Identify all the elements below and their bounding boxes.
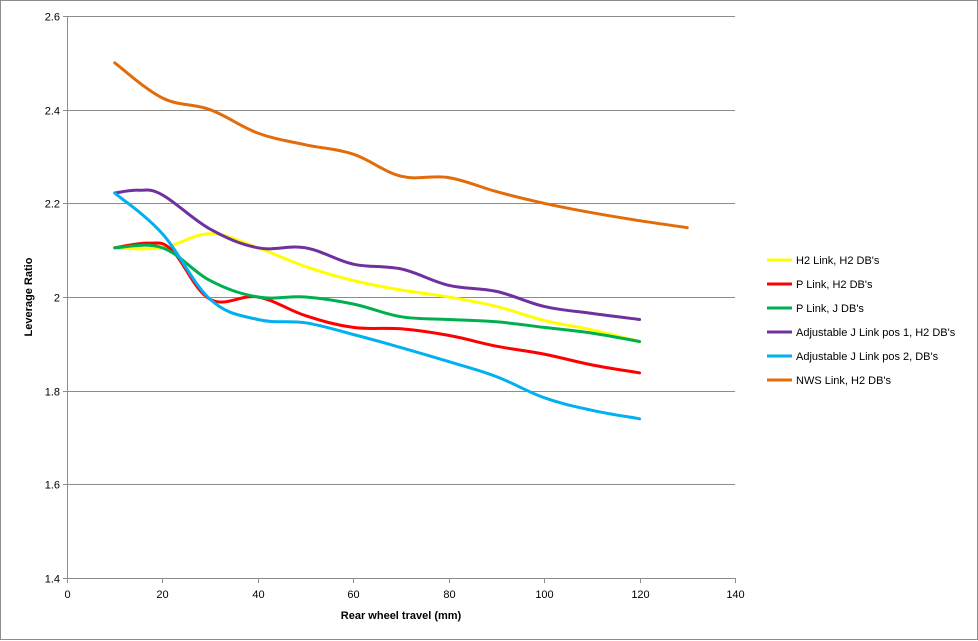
legend-label: NWS Link, H2 DB's: [796, 375, 892, 387]
axes: 1.4 1.6 1.8 2 2.2 2.4 2.6 0 20 40 60 80 100 120 140: [45, 12, 745, 602]
y-axis-title: Leverage Ratio: [23, 257, 35, 336]
x-tick-label: 100: [535, 589, 553, 601]
series-line-nws-link-h2-db-s: [113, 61, 689, 230]
y-tick-label: 1.6: [45, 480, 60, 492]
gridlines: [67, 16, 735, 485]
y-tick-label: 2.6: [45, 12, 60, 24]
x-tick-label: 0: [64, 589, 70, 601]
legend-label: P Link, H2 DB's: [796, 279, 873, 291]
legend-label: Adjustable J Link pos 2, DB's: [796, 351, 939, 363]
legend-label: H2 Link, H2 DB's: [796, 255, 880, 267]
x-tick-label: 140: [726, 589, 744, 601]
series-line-adjustable-j-link-pos-2-db-s: [113, 191, 642, 421]
series-line-adjustable-j-link-pos-1-h2-db-s: [113, 188, 642, 321]
legend: H2 Link, H2 DB's P Link, H2 DB's P Link, J…: [767, 255, 956, 387]
x-tick-label: 80: [443, 589, 455, 601]
x-tick-label: 20: [156, 589, 168, 601]
legend-label: Adjustable J Link pos 1, H2 DB's: [796, 327, 956, 339]
y-tick-label: 2: [54, 293, 60, 305]
series-line-p-link-j-db-s: [113, 243, 642, 343]
x-tick-label: 60: [347, 589, 359, 601]
series-line-h2-link-h2-db-s: [113, 232, 642, 343]
x-axis-title: Rear wheel travel (mm): [341, 610, 462, 622]
series-lines: [113, 61, 689, 421]
y-tick-label: 1.8: [45, 387, 60, 399]
x-tick-label: 120: [631, 589, 649, 601]
y-tick-label: 1.4: [45, 574, 60, 586]
y-tick-label: 2.2: [45, 199, 60, 211]
y-tick-label: 2.4: [45, 106, 60, 118]
series-line-p-link-h2-db-s: [113, 241, 642, 375]
legend-label: P Link, J DB's: [796, 303, 864, 315]
x-tick-label: 40: [252, 589, 264, 601]
